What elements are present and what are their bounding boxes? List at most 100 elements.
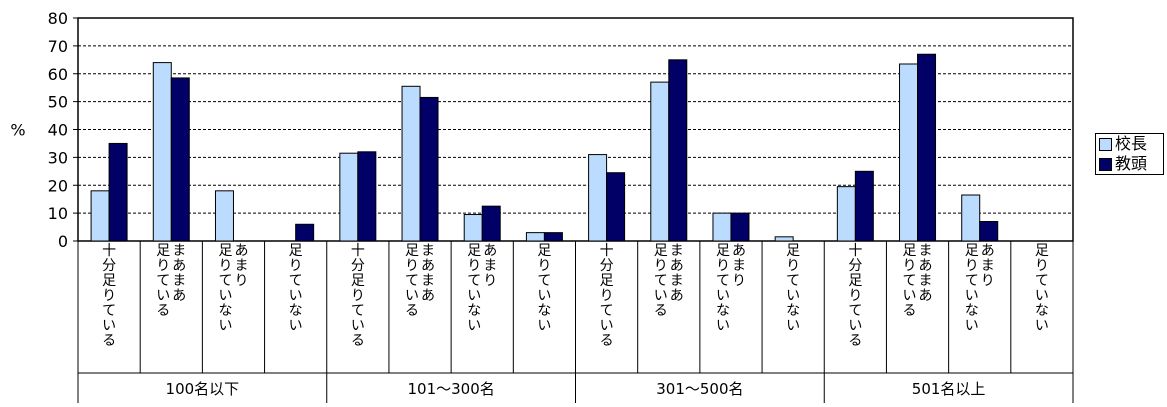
category-label-char: り bbox=[600, 288, 614, 304]
category-label-char: り bbox=[289, 258, 303, 274]
y-tick-label: 60 bbox=[48, 65, 68, 84]
category-label-char: り bbox=[537, 258, 551, 274]
y-tick-label: 10 bbox=[48, 204, 68, 223]
category-label-char: て bbox=[351, 303, 365, 319]
y-tick-label: 40 bbox=[48, 121, 68, 140]
y-tick-label: 20 bbox=[48, 176, 68, 195]
category-label-char: い bbox=[786, 318, 800, 334]
bar bbox=[170, 77, 190, 242]
category-label-char: 足 bbox=[965, 243, 979, 259]
bar bbox=[90, 190, 110, 242]
category-label-char: い bbox=[965, 288, 979, 304]
bar bbox=[481, 205, 501, 242]
bar bbox=[108, 142, 128, 242]
category-label-char: 足 bbox=[218, 243, 232, 259]
bar bbox=[339, 152, 359, 242]
category-label-char: り bbox=[981, 273, 995, 289]
bar bbox=[917, 53, 937, 242]
category-label-char: 足 bbox=[716, 243, 730, 259]
category-label-char: あ bbox=[172, 258, 186, 274]
bar bbox=[899, 63, 919, 242]
group-label: 501名以上 bbox=[912, 380, 986, 398]
category-label-char: る bbox=[351, 333, 365, 349]
bar bbox=[712, 212, 732, 242]
category-label-char: る bbox=[156, 303, 170, 319]
legend-swatch-vice-principal bbox=[1099, 157, 1112, 171]
category-label-char: て bbox=[903, 273, 917, 289]
category-label-char: り bbox=[234, 273, 248, 289]
category-label-char: て bbox=[848, 303, 862, 319]
bar bbox=[525, 232, 545, 242]
category-label-char: あ bbox=[421, 288, 435, 304]
category-label-char: て bbox=[102, 303, 116, 319]
category-label-char: い bbox=[102, 318, 116, 334]
category-label-char: ま bbox=[919, 273, 933, 289]
category-label-char: あ bbox=[919, 258, 933, 274]
bar bbox=[836, 186, 856, 242]
category-label-char: な bbox=[1035, 303, 1049, 319]
y-tick-label: 70 bbox=[48, 37, 68, 56]
category-label-char: り bbox=[716, 258, 730, 274]
category-label-char: 十 bbox=[600, 243, 614, 259]
y-axis-label: % bbox=[10, 121, 25, 140]
category-label-char: て bbox=[218, 273, 232, 289]
category-label-char: て bbox=[405, 273, 419, 289]
category-label-char: あ bbox=[670, 258, 684, 274]
group-label: 301～500名 bbox=[656, 380, 743, 398]
category-label-char: い bbox=[218, 318, 232, 334]
bar bbox=[543, 232, 563, 242]
category-label-char: て bbox=[654, 273, 668, 289]
category-label-char: 足 bbox=[600, 273, 614, 289]
category-label-char: る bbox=[600, 333, 614, 349]
group-label: 100名以下 bbox=[166, 380, 240, 398]
bar bbox=[979, 220, 999, 242]
category-label-char: い bbox=[467, 288, 481, 304]
category-label-char: 足 bbox=[654, 243, 668, 259]
category-label-char: 足 bbox=[903, 243, 917, 259]
category-label-char: ま bbox=[172, 273, 186, 289]
bar bbox=[650, 81, 670, 242]
category-label-char: あ bbox=[483, 243, 497, 259]
category-label-char: て bbox=[467, 273, 481, 289]
category-label-char: い bbox=[716, 318, 730, 334]
bar bbox=[214, 190, 234, 242]
bar bbox=[668, 59, 688, 242]
category-label-char: る bbox=[903, 303, 917, 319]
category-label-char: い bbox=[537, 318, 551, 334]
y-tick-label: 50 bbox=[48, 93, 68, 112]
category-label-char: い bbox=[289, 318, 303, 334]
category-label-char: て bbox=[716, 273, 730, 289]
category-label-char: い bbox=[218, 288, 232, 304]
legend-label-vice-principal: 教頭 bbox=[1115, 154, 1148, 173]
category-label-char: 十 bbox=[351, 243, 365, 259]
category-label-char: あ bbox=[919, 288, 933, 304]
category-label-char: て bbox=[537, 273, 551, 289]
category-label-char: り bbox=[786, 258, 800, 274]
category-label-char: ま bbox=[981, 258, 995, 274]
y-tick-label: 30 bbox=[48, 148, 68, 167]
category-label-char: り bbox=[102, 288, 116, 304]
category-label-char: 足 bbox=[467, 243, 481, 259]
category-label-char: り bbox=[218, 258, 232, 274]
category-label-char: り bbox=[848, 288, 862, 304]
category-label-char: 分 bbox=[102, 258, 116, 274]
category-label-char: 足 bbox=[1035, 243, 1049, 259]
bar bbox=[357, 151, 377, 242]
category-label-char: い bbox=[1035, 288, 1049, 304]
category-label-char: 足 bbox=[351, 273, 365, 289]
category-label-char: り bbox=[467, 258, 481, 274]
bar bbox=[606, 172, 626, 242]
category-label-char: あ bbox=[732, 243, 746, 259]
bar bbox=[961, 194, 981, 242]
bar bbox=[401, 85, 421, 242]
category-label-char: 十 bbox=[102, 243, 116, 259]
category-label-char: て bbox=[786, 273, 800, 289]
y-tick-label: 80 bbox=[48, 9, 68, 28]
category-label-char: い bbox=[156, 288, 170, 304]
bar bbox=[463, 214, 483, 242]
category-label-char: 足 bbox=[848, 273, 862, 289]
category-label-char: い bbox=[786, 288, 800, 304]
legend-label-principal: 校長 bbox=[1115, 134, 1148, 153]
category-label-char: な bbox=[537, 303, 551, 319]
